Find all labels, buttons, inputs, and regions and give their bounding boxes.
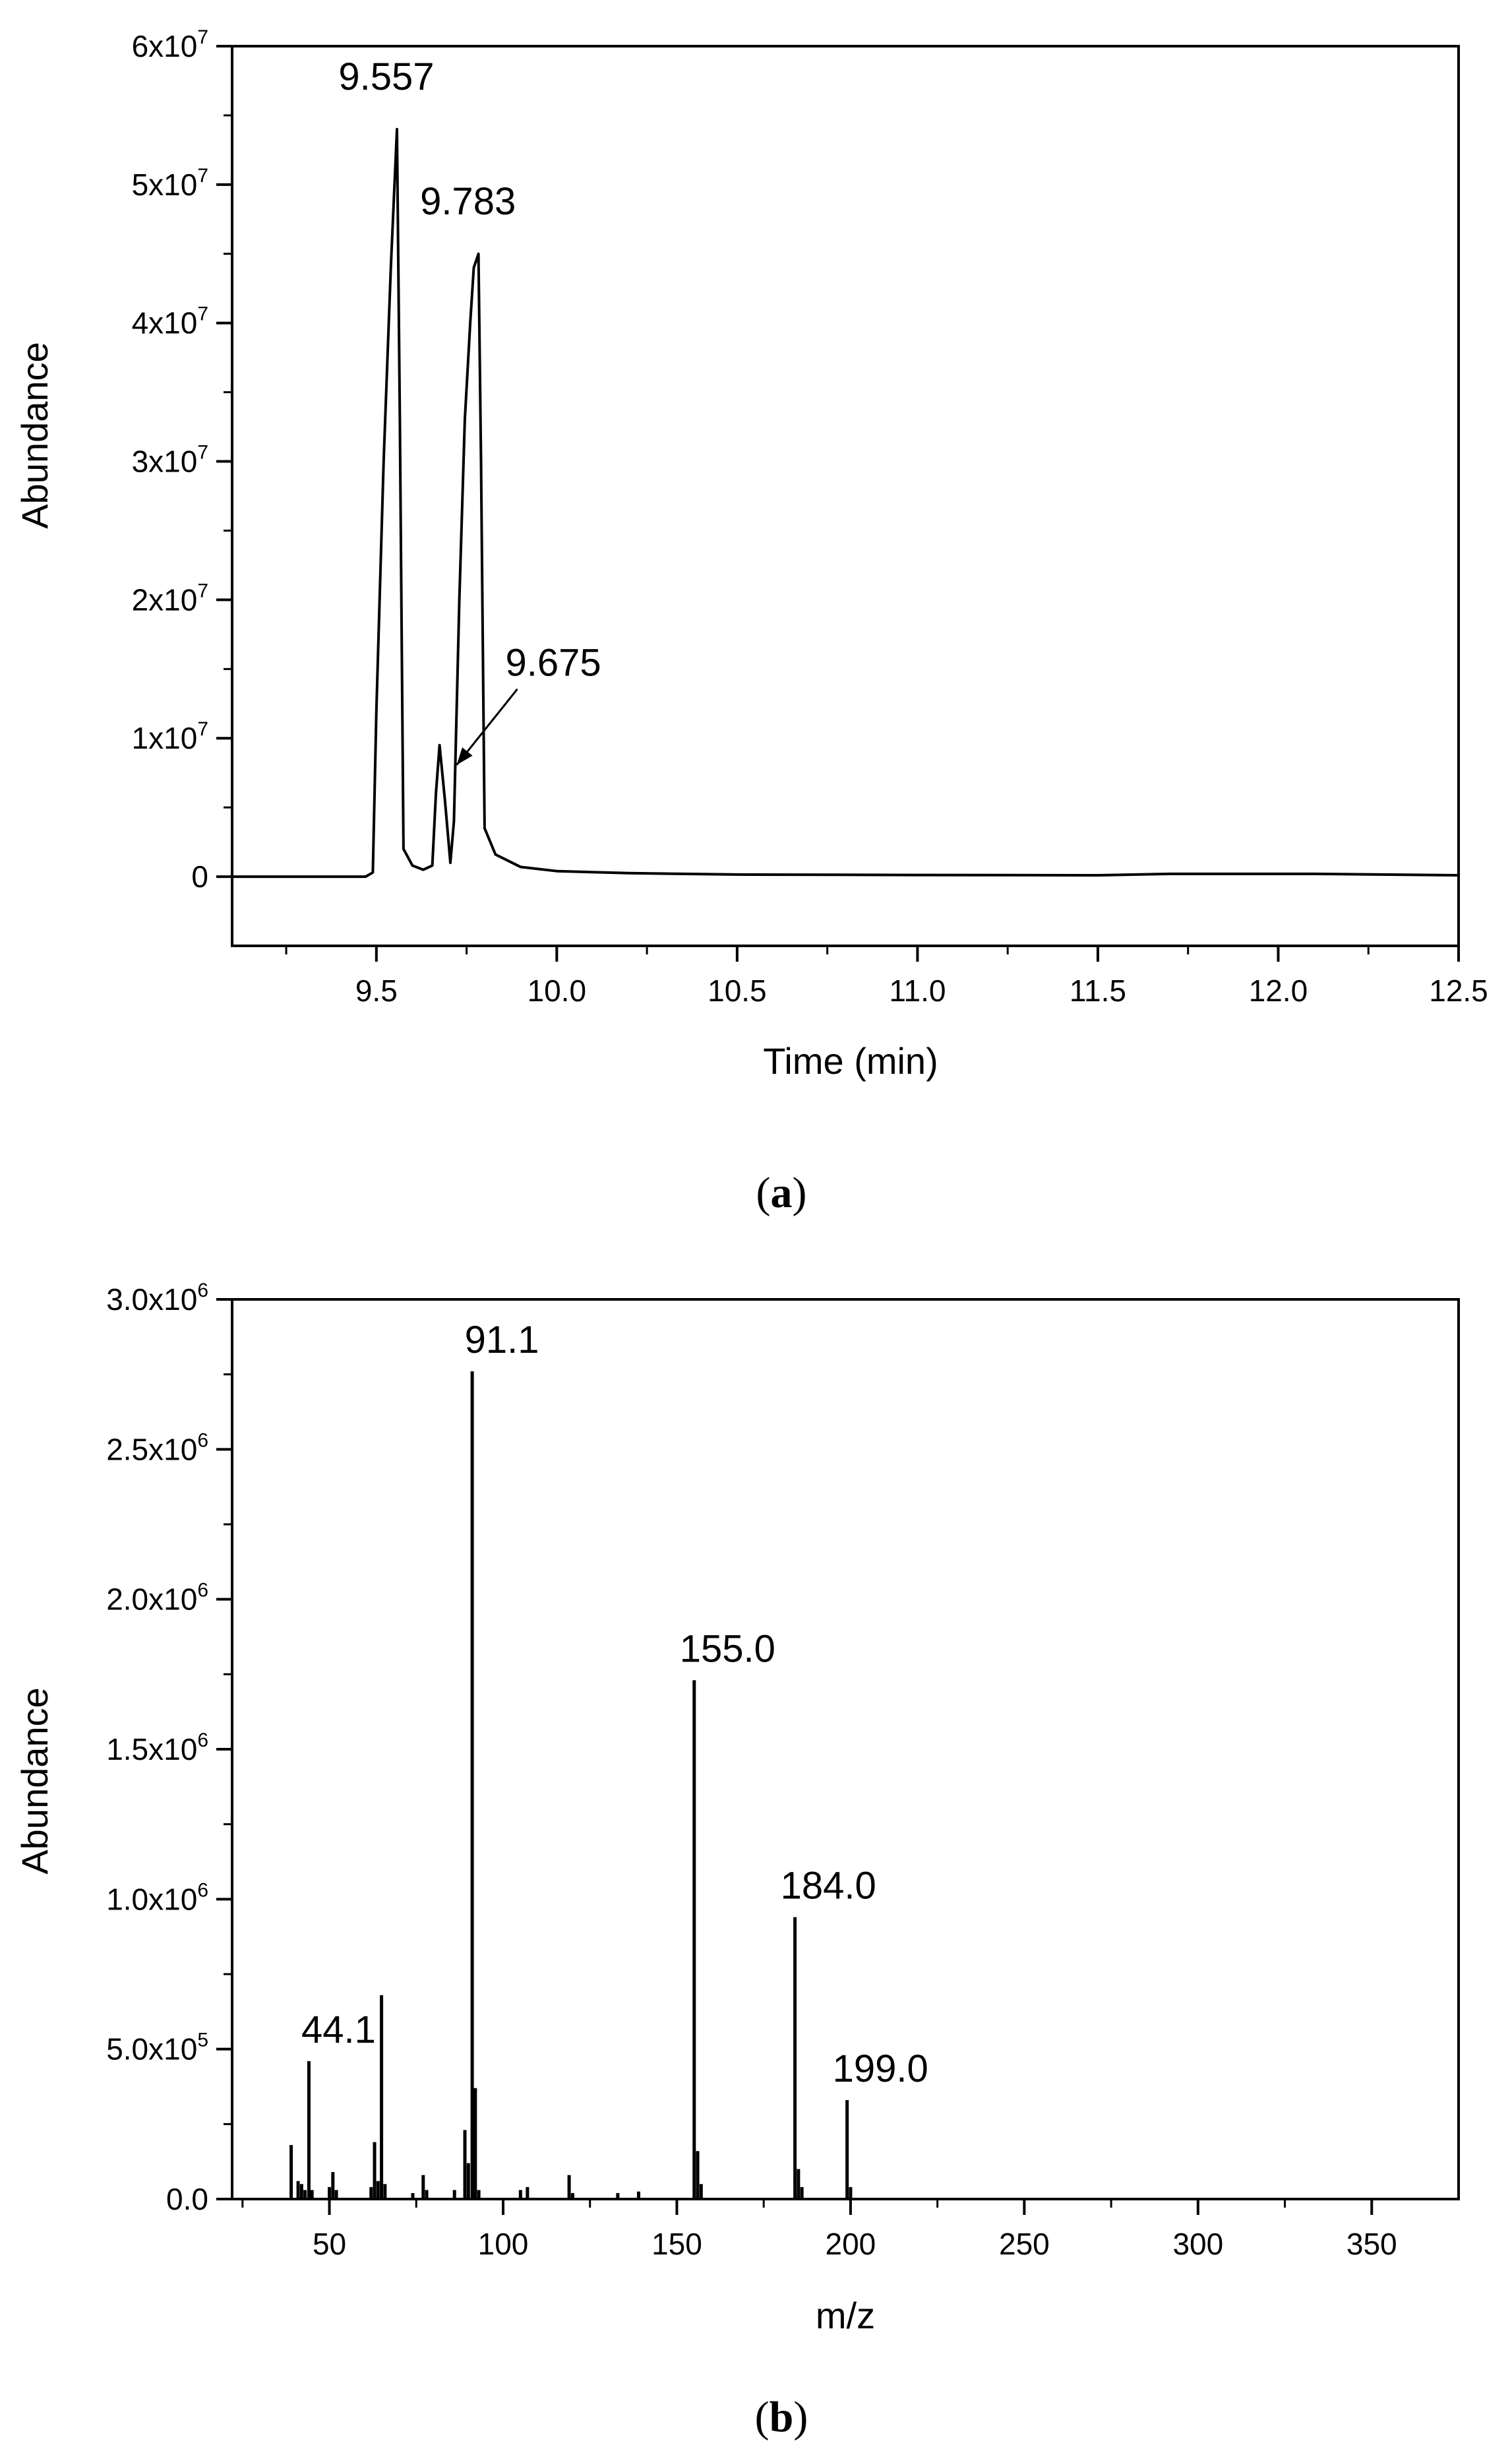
y-tick-label: 5.0x105 bbox=[106, 2030, 208, 2066]
peak-label: 9.557 bbox=[338, 55, 434, 98]
y-tick-label: 1.5x106 bbox=[106, 1729, 208, 1766]
peak-label: 184.0 bbox=[781, 1865, 876, 1908]
y-tick-label: 0.0 bbox=[166, 2182, 208, 2216]
y-tick-label: 3x107 bbox=[132, 442, 208, 479]
plot-frame bbox=[231, 45, 1460, 947]
y-tick-label: 2.0x106 bbox=[106, 1580, 208, 1617]
x-tick-label: 10.0 bbox=[528, 974, 587, 1008]
y-axis-ticks: 0 1x107 2x107 3x107 4x107 5x107 6x107 bbox=[132, 26, 232, 894]
y-tick-label: 1.0x106 bbox=[106, 1879, 208, 1916]
peak-label: 91.1 bbox=[465, 1319, 539, 1361]
y-tick-label: 4x107 bbox=[132, 303, 208, 340]
peak-label: 9.783 bbox=[420, 180, 516, 223]
y-tick-label: 2x107 bbox=[132, 580, 208, 617]
x-tick-label: 11.0 bbox=[889, 974, 946, 1008]
y-tick-label: 3.0x106 bbox=[106, 1280, 208, 1317]
x-axis-ticks: 50 100 150 200 250 300 350 bbox=[241, 2199, 1397, 2261]
x-tick-label: 200 bbox=[826, 2227, 876, 2261]
x-tick-label: 100 bbox=[478, 2227, 529, 2261]
x-tick-label: 11.5 bbox=[1070, 974, 1126, 1008]
peak-annotations: 44.1 91.1 155.0 184.0 199.0 bbox=[301, 1319, 928, 2090]
y-tick-label: 6x107 bbox=[132, 26, 208, 63]
x-axis-ticks: 9.5 10.0 10.5 11.0 11.5 12.0 12.5 bbox=[285, 946, 1488, 1008]
chromatogram-panel: 0 1x107 2x107 3x107 4x107 5x107 6x107 9.5 10.0 1… bbox=[14, 26, 1488, 1217]
x-tick-label: 10.5 bbox=[708, 974, 767, 1008]
x-tick-label: 250 bbox=[999, 2227, 1050, 2261]
annotation-arrowhead bbox=[456, 747, 473, 765]
spectrum-peaks bbox=[289, 1371, 853, 2199]
peak-label: 9.675 bbox=[506, 642, 601, 685]
panel-caption-a: (a) bbox=[756, 1169, 807, 1217]
x-tick-label: 9.5 bbox=[355, 974, 398, 1008]
x-tick-label: 350 bbox=[1346, 2227, 1397, 2261]
x-axis-title: Time (min) bbox=[763, 1040, 938, 1082]
mass-spectrum-panel: 0.0 5.0x105 1.0x106 1.5x106 2.0x106 2.5x106 3.… bbox=[14, 1280, 1460, 2441]
x-axis-title: m/z bbox=[816, 2295, 875, 2336]
y-axis-title: Abundance bbox=[14, 1687, 55, 1874]
peak-label: 199.0 bbox=[833, 2047, 928, 2090]
chromatogram-trace bbox=[232, 127, 1459, 879]
y-tick-label: 0 bbox=[191, 859, 208, 894]
x-tick-label: 150 bbox=[651, 2227, 702, 2261]
x-tick-label: 12.5 bbox=[1429, 974, 1488, 1008]
y-tick-label: 2.5x106 bbox=[106, 1429, 208, 1466]
y-tick-label: 5x107 bbox=[132, 165, 208, 202]
peak-label: 44.1 bbox=[301, 2008, 376, 2051]
x-tick-label: 50 bbox=[313, 2227, 346, 2261]
x-tick-label: 12.0 bbox=[1249, 974, 1308, 1008]
y-tick-label: 1x107 bbox=[132, 718, 208, 755]
panel-caption-b: (b) bbox=[755, 2393, 808, 2441]
peak-label: 155.0 bbox=[680, 1627, 775, 1670]
peak-annotations: 9.557 9.783 9.675 bbox=[338, 55, 601, 766]
y-axis-title: Abundance bbox=[14, 342, 55, 528]
y-axis-ticks: 0.0 5.0x105 1.0x106 1.5x106 2.0x106 2.5x106 3.… bbox=[106, 1280, 232, 2216]
x-tick-label: 300 bbox=[1172, 2227, 1223, 2261]
